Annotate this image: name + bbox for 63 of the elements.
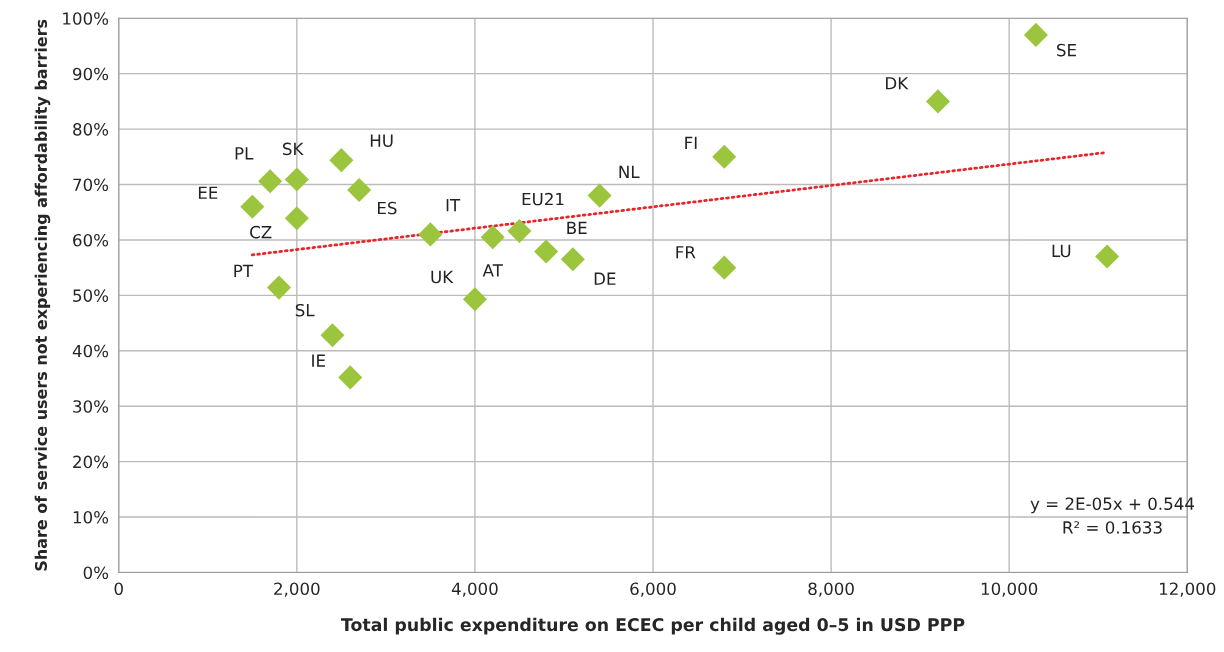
data-label: PT xyxy=(234,264,254,277)
data-label: FR xyxy=(676,246,696,259)
annotation: y = 2E-05x + 0.544 R² = 0.1633 xyxy=(1030,497,1194,534)
point xyxy=(284,206,309,231)
y-tick-label: 10% xyxy=(73,511,109,524)
point xyxy=(240,194,265,219)
data-label: EU21 xyxy=(522,192,564,206)
data-label: DK xyxy=(886,77,909,90)
y-axis-title: Share of service users not experiencing affordability barriers xyxy=(34,19,51,571)
point xyxy=(587,183,612,208)
x-tick-label: 8,000 xyxy=(808,582,854,597)
point xyxy=(712,255,737,280)
x-tick-label: 6,000 xyxy=(630,582,676,597)
y-tick-label: 30% xyxy=(73,400,109,413)
data-label: CZ xyxy=(250,225,272,239)
point xyxy=(534,239,559,264)
data-label: HU xyxy=(370,134,393,147)
x-axis-title: Total public expenditure on ECEC per child aged 0–5 in USD PPP xyxy=(341,617,965,635)
x-tick-label: 4,000 xyxy=(451,582,498,597)
y-tick-label: 60% xyxy=(73,233,109,247)
data-label: LU xyxy=(1052,244,1071,258)
point xyxy=(480,225,505,250)
y-tick-label: 20% xyxy=(73,455,109,469)
point xyxy=(1095,244,1120,269)
point xyxy=(507,219,532,244)
y-tick-label: 50% xyxy=(73,289,109,302)
y-tick-label: 70% xyxy=(73,178,109,192)
point xyxy=(560,247,585,272)
point xyxy=(258,169,283,194)
data-label: SK xyxy=(283,142,304,156)
y-tick-label: 80% xyxy=(73,123,109,136)
point xyxy=(712,144,737,169)
y-tick-label: 0% xyxy=(83,566,109,580)
y-tick-label: 100% xyxy=(63,12,109,25)
data-label: SE xyxy=(1057,43,1076,57)
x-tick-label: 10,000 xyxy=(981,582,1038,597)
data-label: UK xyxy=(431,270,454,284)
data-label: NL xyxy=(619,165,640,178)
point xyxy=(347,178,372,203)
point xyxy=(338,365,363,390)
data-label: BE xyxy=(567,221,587,234)
y-tick-label: 40% xyxy=(72,344,109,358)
data-label: IT xyxy=(446,199,461,212)
y-tick-label: 90% xyxy=(73,67,109,81)
data-label: FI xyxy=(685,136,697,149)
point xyxy=(266,275,292,300)
data-label: AT xyxy=(482,264,503,277)
x-tick-label: 2,000 xyxy=(274,582,320,597)
data-label: EE xyxy=(198,186,218,199)
data-label: DE xyxy=(594,272,616,285)
x-tick-label: 0 xyxy=(114,582,123,596)
data-label: SL xyxy=(295,303,315,317)
point xyxy=(462,287,487,312)
point xyxy=(329,148,354,173)
data-label: PL xyxy=(235,147,254,160)
data-label: ES xyxy=(378,201,397,215)
point xyxy=(1023,22,1048,47)
point xyxy=(320,323,345,348)
x-tick-label: 12,000 xyxy=(1159,582,1216,597)
point xyxy=(418,222,443,247)
point xyxy=(284,167,309,192)
data-label: IE xyxy=(312,354,325,367)
point xyxy=(925,89,950,114)
